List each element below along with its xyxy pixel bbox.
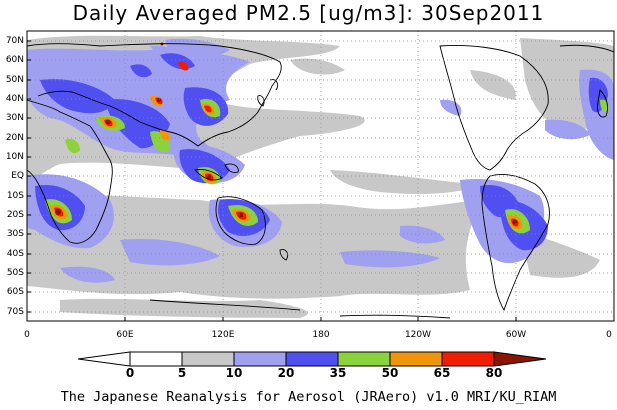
- colorbar-segment-80-plus: [493, 351, 547, 367]
- axis-ticks: [27, 40, 517, 321]
- colorbar-tick-label: 65: [433, 366, 451, 380]
- lat-label: 50S: [6, 268, 24, 278]
- colorbar-tick-label: 80: [485, 366, 503, 380]
- coastlines: [27, 43, 614, 319]
- colorbar-segment-50-65: [389, 351, 443, 367]
- lat-label: 10N: [5, 152, 24, 162]
- colorbar: [77, 351, 547, 367]
- colorbar-segment-65-80: [441, 351, 495, 367]
- colorbar-segment-35-50: [337, 351, 391, 367]
- lon-label: 60E: [116, 330, 134, 340]
- lat-label: 10S: [6, 191, 24, 201]
- lat-label: 60S: [6, 287, 24, 297]
- lat-label: 40N: [5, 94, 24, 104]
- lat-label: 70N: [5, 36, 24, 46]
- lon-label: 180: [312, 330, 330, 340]
- lat-label: EQ: [11, 171, 24, 181]
- colorbar-tick-label: 10: [225, 366, 243, 380]
- colorbar-tick-label: 50: [381, 366, 399, 380]
- colorbar-segment-5-10: [181, 351, 235, 367]
- map-title: Daily Averaged PM2.5 [ug/m3]: 30Sep2011: [72, 1, 545, 25]
- colorbar-tick-label: 0: [125, 366, 135, 380]
- colorbar-tick-label: 5: [177, 366, 187, 380]
- colorbar-tick-label: 20: [277, 366, 295, 380]
- lat-label: 70S: [6, 307, 24, 317]
- colorbar-segment-white: [77, 351, 131, 367]
- lat-label: 30N: [5, 113, 24, 123]
- lat-label: 20S: [6, 210, 24, 220]
- lon-label: 0: [606, 330, 612, 340]
- graticule: [27, 31, 614, 321]
- lon-label: 120W: [404, 330, 432, 340]
- lat-label: 20N: [5, 133, 24, 143]
- lon-label: 0: [24, 330, 30, 340]
- lat-label: 40S: [6, 249, 24, 259]
- lat-label: 30S: [6, 229, 24, 239]
- colorbar-segment-10-20: [233, 351, 287, 367]
- lat-label: 60N: [5, 55, 24, 65]
- colorbar-segment-20-35: [285, 351, 339, 367]
- lon-label: 60W: [505, 330, 527, 340]
- concentration-field: [27, 35, 614, 318]
- colorbar-segment-0-5: [129, 351, 183, 367]
- credit-line: The Japanese Reanalysis for Aerosol (JRA…: [60, 389, 557, 405]
- lon-label: 120E: [211, 330, 235, 340]
- colorbar-tick-label: 35: [329, 366, 347, 380]
- lat-label: 50N: [5, 75, 24, 85]
